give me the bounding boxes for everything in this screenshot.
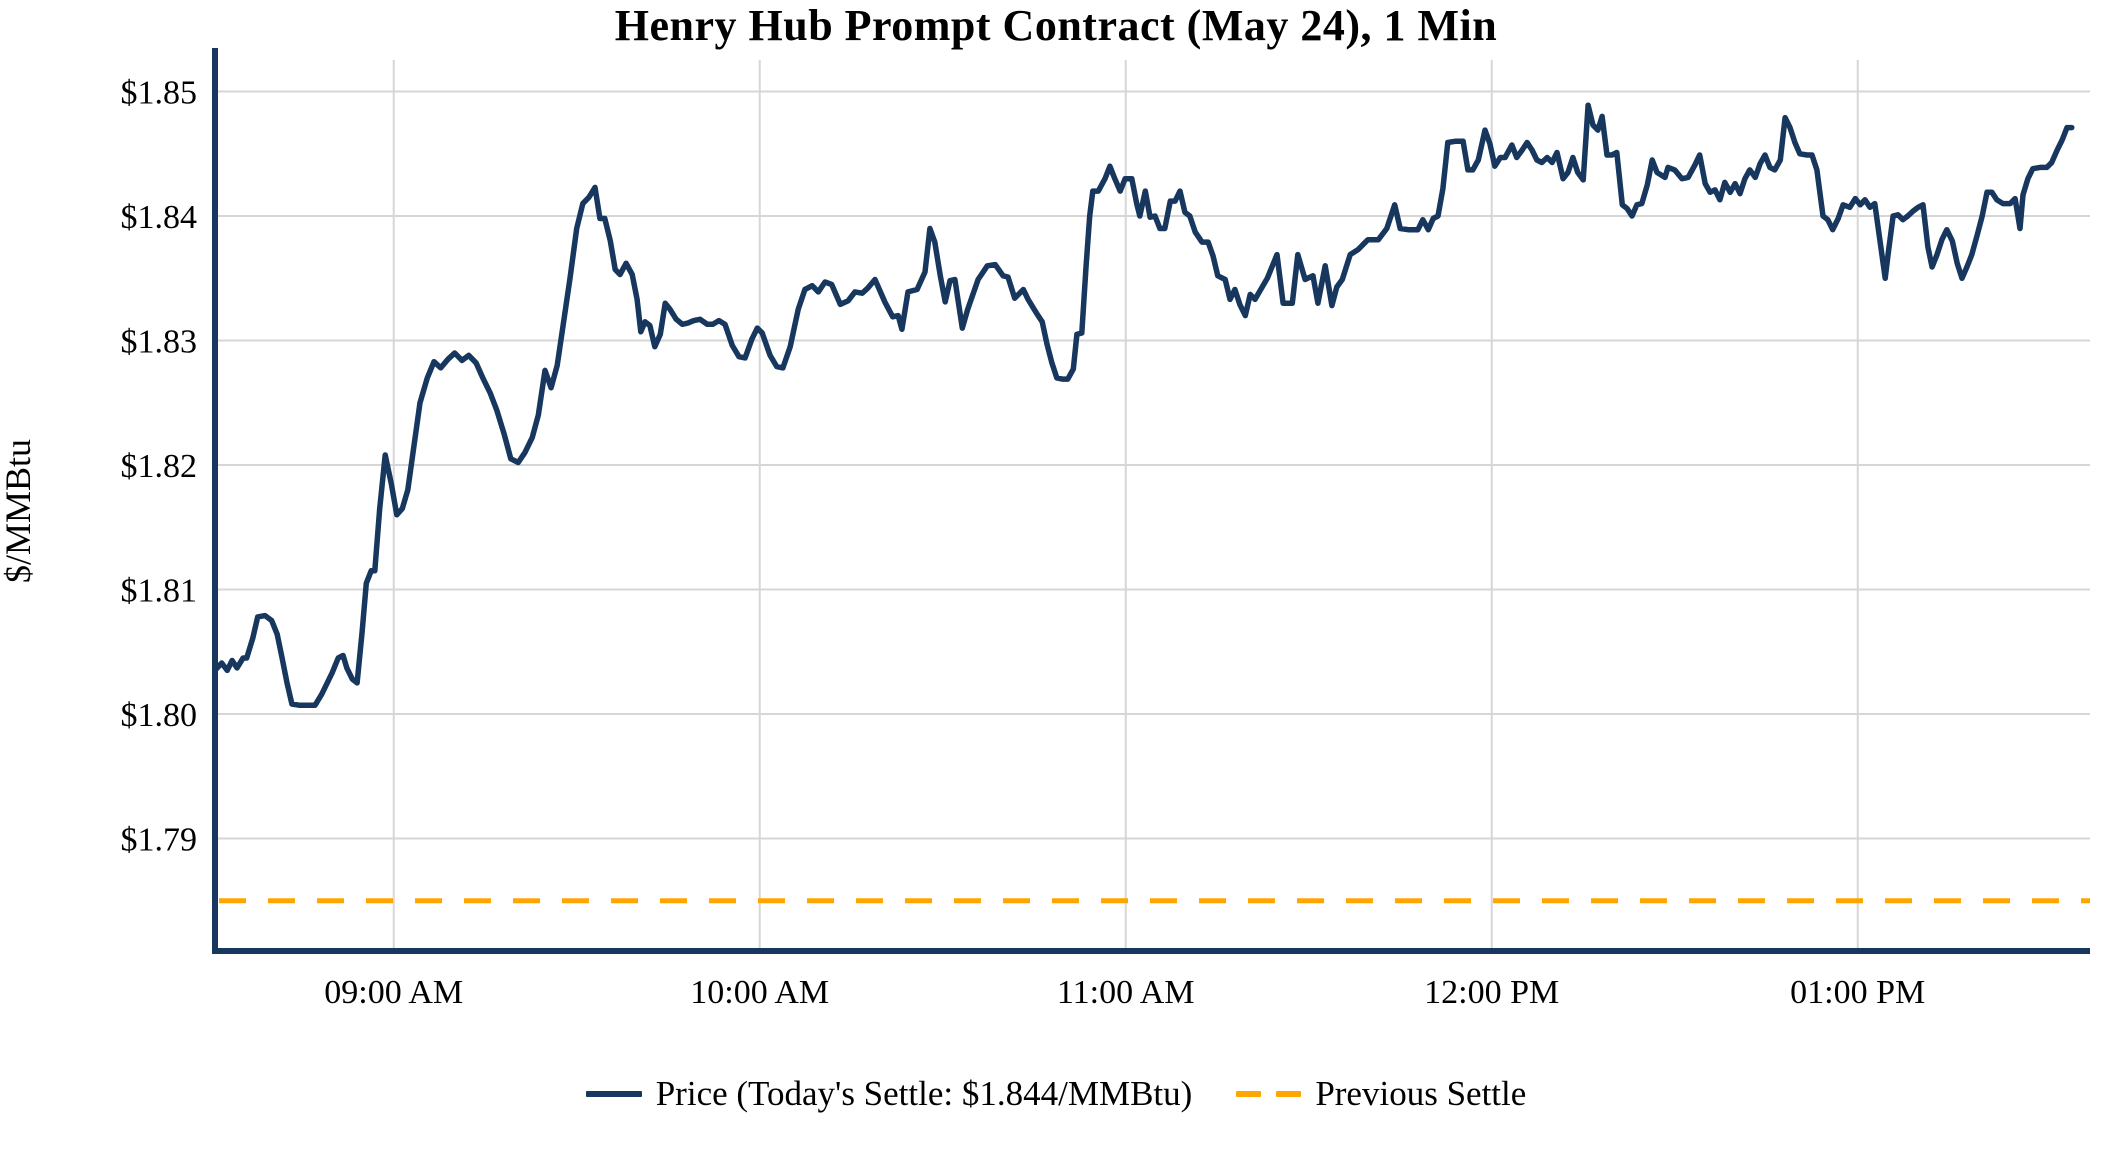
x-tick-label: 01:00 PM [1790, 974, 1925, 1011]
legend-price-label: Price (Today's Settle: $1.844/MMBtu) [655, 1074, 1193, 1113]
y-axis-title: $/MMBtu [0, 438, 38, 584]
legend: Price (Today's Settle: $1.844/MMBtu) Pre… [0, 1074, 2112, 1114]
y-tick-label: $1.82 [121, 448, 198, 485]
y-tick-label: $1.83 [121, 324, 198, 361]
previous-settle-dash-swatch-icon [1236, 1091, 1302, 1097]
x-tick-label: 10:00 AM [690, 974, 829, 1011]
legend-entry-previous-settle: Previous Settle [1236, 1074, 1526, 1114]
legend-entry-price: Price (Today's Settle: $1.844/MMBtu) [585, 1074, 1193, 1114]
legend-previous-settle-label: Previous Settle [1315, 1074, 1527, 1113]
price-line-swatch-icon [585, 1091, 642, 1097]
price-line [212, 102, 2075, 709]
x-tick-label: 12:00 PM [1424, 974, 1559, 1011]
x-tick-label: 09:00 AM [324, 974, 463, 1011]
chart-title: Henry Hub Prompt Contract (May 24), 1 Mi… [614, 1, 1498, 50]
x-tick-label: 11:00 AM [1057, 974, 1195, 1011]
y-tick-label: $1.80 [121, 697, 198, 734]
y-tick-label: $1.84 [121, 199, 198, 236]
y-tick-label: $1.79 [121, 822, 198, 859]
y-tick-label: $1.81 [121, 573, 198, 610]
y-tick-label: $1.85 [121, 75, 198, 112]
